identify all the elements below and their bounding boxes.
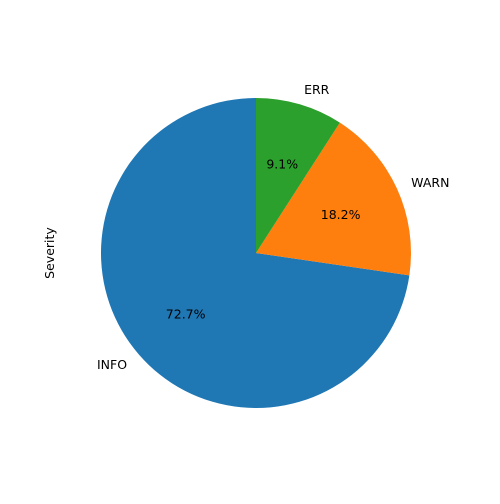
pie-slice-err [256, 98, 340, 253]
slice-label-err: ERR [304, 82, 330, 97]
y-axis-label: Severity [42, 227, 57, 279]
pie-slice-warn [256, 122, 411, 276]
slice-label-warn: WARN [411, 175, 449, 190]
pie-labels: INFO 72.7% WARN 18.2% ERR 9.1% [97, 82, 449, 372]
pie-slices [100, 98, 411, 408]
slice-percent-info: 72.7% [166, 306, 206, 321]
pie-slice-info [100, 98, 410, 408]
slice-label-info: INFO [97, 357, 127, 372]
slice-percent-err: 9.1% [266, 156, 298, 171]
slice-percent-warn: 18.2% [321, 207, 361, 222]
